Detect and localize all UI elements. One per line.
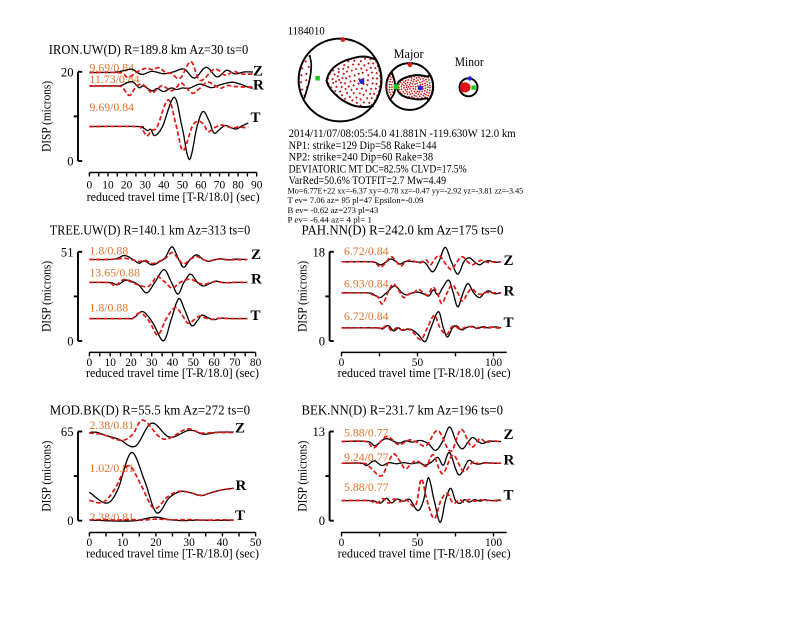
svg-text:R: R [253,78,264,94]
svg-text:T: T [504,488,514,504]
svg-text:T ev= 7.06 az= 95 pl=47 Epsi: T ev= 7.06 az= 95 pl=47 Epsilon=-0.09 [288,195,424,205]
svg-text:11.73/0.84: 11.73/0.84 [90,72,140,86]
svg-text:2.38/0.81: 2.38/0.81 [90,418,135,432]
svg-text:70: 70 [229,357,241,369]
svg-text:6.72/0.84: 6.72/0.84 [344,309,389,323]
svg-text:PAH.NN(D) R=242.0 km Az=175 ts: PAH.NN(D) R=242.0 km Az=175 ts=0 [302,223,504,239]
svg-text:80: 80 [250,357,262,369]
svg-text:100: 100 [485,357,502,369]
svg-text:20: 20 [125,357,137,369]
svg-text:R: R [504,283,515,299]
svg-text:9.69/0.84: 9.69/0.84 [90,100,135,114]
svg-text:R: R [251,272,262,288]
svg-text:0: 0 [67,514,73,528]
svg-text:B ev= -0.62 az=273 pl=43: B ev= -0.62 az=273 pl=43 [288,205,379,215]
svg-text:DISP (microns): DISP (microns) [296,441,310,512]
svg-text:13.65/0.88: 13.65/0.88 [90,266,141,280]
svg-text:DEVIATORIC MT DC=82.5% CLVD=17: DEVIATORIC MT DC=82.5% CLVD=17.5% [289,161,467,175]
svg-text:DISP (microns): DISP (microns) [296,261,310,332]
svg-text:50: 50 [412,357,424,369]
svg-text:6.93/0.84: 6.93/0.84 [344,277,389,291]
svg-text:reduced travel time [T-R/18.0]: reduced travel time [T-R/18.0] (sec) [86,366,259,380]
svg-text:10: 10 [102,179,114,191]
svg-text:50: 50 [250,537,262,549]
svg-text:50: 50 [412,537,424,549]
svg-text:Z: Z [235,421,245,437]
svg-text:Z: Z [253,64,263,80]
svg-text:R: R [504,453,515,469]
svg-text:60: 60 [195,179,207,191]
svg-text:Z: Z [504,253,514,269]
svg-text:2.38/0.81: 2.38/0.81 [90,510,135,524]
svg-text:DISP (microns): DISP (microns) [40,81,54,152]
svg-text:60: 60 [208,357,220,369]
svg-text:50: 50 [177,179,189,191]
svg-text:TREE.UW(D) R=140.1 km Az=313 t: TREE.UW(D) R=140.1 km Az=313 ts=0 [50,223,250,239]
svg-text:T: T [251,308,261,324]
svg-text:65: 65 [61,425,74,439]
svg-text:1.8/0.88: 1.8/0.88 [90,244,129,258]
svg-text:1184010: 1184010 [288,25,325,37]
svg-text:30: 30 [183,537,195,549]
svg-text:R: R [236,478,247,494]
svg-text:18: 18 [313,245,326,259]
svg-text:10: 10 [117,537,129,549]
svg-text:reduced travel time [T-R/18.0]: reduced travel time [T-R/18.0] (sec) [86,546,259,560]
svg-text:Mo=6.77E+22 xx=-6.37 xy=-0.78: Mo=6.77E+22 xx=-6.37 xy=-0.78 xz=-0.47 y… [288,186,524,196]
svg-text:30: 30 [146,357,158,369]
svg-text:0: 0 [319,514,325,528]
svg-text:0: 0 [87,179,93,191]
svg-text:0: 0 [339,537,345,549]
svg-text:10: 10 [105,357,117,369]
svg-text:1.02/0.81: 1.02/0.81 [90,461,135,475]
svg-text:51: 51 [61,245,74,259]
svg-text:6.72/0.84: 6.72/0.84 [344,244,389,258]
svg-text:Z: Z [504,427,514,443]
svg-text:13: 13 [313,425,326,439]
svg-text:BEK.NN(D) R=231.7 km Az=196 ts: BEK.NN(D) R=231.7 km Az=196 ts=0 [302,402,504,418]
svg-text:1.8/0.88: 1.8/0.88 [90,301,129,315]
svg-text:30: 30 [140,179,152,191]
svg-text:0: 0 [67,155,73,169]
svg-text:80: 80 [232,179,244,191]
svg-text:5.88/0.77: 5.88/0.77 [344,425,389,439]
svg-text:40: 40 [158,179,170,191]
svg-text:9.24/0.77: 9.24/0.77 [344,450,389,464]
svg-text:T: T [251,110,261,126]
svg-text:5.88/0.77: 5.88/0.77 [344,480,389,494]
svg-text:20: 20 [121,179,133,191]
svg-text:NP2: strike=240 Dip=60 Rake=38: NP2: strike=240 Dip=60 Rake=38 [289,150,434,164]
svg-text:Major: Major [394,46,425,61]
svg-text:2014/11/07/08:05:54.0 41.881N: 2014/11/07/08:05:54.0 41.881N -119.630W … [289,126,517,140]
svg-text:40: 40 [167,357,179,369]
svg-text:reduced travel time [T-R/18.0]: reduced travel time [T-R/18.0] (sec) [338,366,511,380]
svg-text:VarRed=50.6% TOTFIT=2.7 Mw=4.4: VarRed=50.6% TOTFIT=2.7 Mw=4.49 [289,173,447,187]
svg-text:IRON.UW(D) R=189.8 km Az=30 ts: IRON.UW(D) R=189.8 km Az=30 ts=0 [49,42,249,58]
svg-text:DISP (microns): DISP (microns) [40,441,54,512]
svg-text:reduced travel time [T-R/18.0]: reduced travel time [T-R/18.0] (sec) [87,190,260,204]
svg-text:Z: Z [251,247,261,263]
svg-text:DISP (microns): DISP (microns) [40,261,54,332]
svg-text:70: 70 [214,179,226,191]
svg-text:0: 0 [87,537,93,549]
svg-text:50: 50 [188,357,200,369]
svg-text:20: 20 [150,537,162,549]
svg-text:reduced travel time [T-R/18.0]: reduced travel time [T-R/18.0] (sec) [338,546,511,560]
svg-text:0: 0 [319,335,325,349]
svg-text:P ev= -6.44 az= 4 pl= 1: P ev= -6.44 az= 4 pl= 1 [288,214,373,224]
svg-text:100: 100 [485,537,502,549]
svg-text:40: 40 [217,537,229,549]
svg-text:90: 90 [251,179,263,191]
svg-text:T: T [235,508,245,524]
svg-text:MOD.BK(D) R=55.5 km Az=272 ts=: MOD.BK(D) R=55.5 km Az=272 ts=0 [50,402,250,418]
svg-text:NP1: strike=129 Dip=58 Rake=14: NP1: strike=129 Dip=58 Rake=144 [289,138,437,152]
svg-text:20: 20 [61,65,74,79]
svg-text:0: 0 [67,335,73,349]
svg-text:T: T [504,315,514,331]
svg-text:0: 0 [339,357,345,369]
svg-text:Minor: Minor [455,54,485,69]
svg-text:0: 0 [87,357,93,369]
